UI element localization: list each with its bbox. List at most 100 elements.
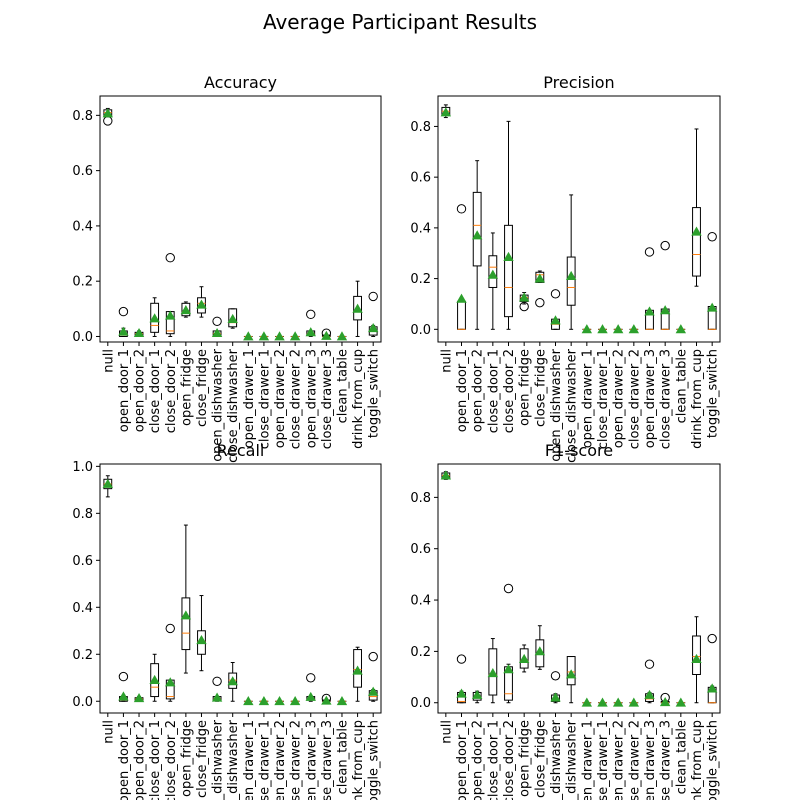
chart-f1-score: 0.0 0.2 0.4 0.6 0.8 null open_door_1 open_door_… <box>410 441 720 800</box>
box-open_fridge <box>180 301 192 318</box>
box-toggle_switch <box>706 633 718 704</box>
axes-frame <box>99 463 382 714</box>
mean-marker <box>534 273 546 283</box>
flier-point <box>519 301 529 312</box>
x-tick-label: drink_from_cup <box>690 349 705 449</box>
mean-marker <box>518 653 530 663</box>
box-close_drawer_3 <box>321 328 332 340</box>
x-tick-label: close_door_1 <box>148 720 163 800</box>
box-close_drawer_2 <box>628 697 640 707</box>
y-tick-label: 0.6 <box>72 554 93 569</box>
y-tick-label: 0.8 <box>72 109 93 124</box>
iqr-box <box>150 302 160 333</box>
box-close_fridge <box>196 286 207 318</box>
x-tick-label: close_door_1 <box>486 720 501 800</box>
x-tick-label: open_drawer_3 <box>643 720 658 800</box>
x-tick-label: open_drawer_1 <box>242 720 257 800</box>
y-tick-label: 0.6 <box>410 542 431 557</box>
flier-point <box>306 309 316 320</box>
iqr-box <box>519 648 529 669</box>
box-open_drawer_1 <box>581 697 593 707</box>
y-tick-label: 0.0 <box>410 696 431 711</box>
flier-point <box>456 204 467 214</box>
y-tick-label: 1.0 <box>72 460 93 475</box>
box-drink_from_cup <box>691 616 702 704</box>
iqr-box <box>504 224 513 318</box>
box-drink_from_cup <box>352 646 363 702</box>
x-tick-label: close_drawer_3 <box>659 349 674 449</box>
x-tick-label: open_drawer_3 <box>643 349 658 448</box>
x-tick-label: open_dishwasher <box>549 348 564 461</box>
mean-marker <box>102 478 114 488</box>
mean-marker <box>305 691 316 701</box>
x-tick-label: close_fridge <box>195 349 210 427</box>
iqr-box <box>228 672 238 689</box>
box-close_drawer_1 <box>597 697 608 707</box>
mean-marker <box>487 269 499 279</box>
x-tick-label: open_dishwasher <box>549 719 564 800</box>
mean-marker <box>336 331 348 341</box>
x-tick-label: open_drawer_2 <box>612 349 627 448</box>
mean-marker <box>227 676 238 686</box>
flier-point <box>306 673 316 683</box>
chart-precision: 0.0 0.2 0.4 0.6 0.8 null open_door_1 open_door_… <box>410 73 720 463</box>
flier-point <box>212 316 222 326</box>
axes-frame <box>99 95 382 343</box>
box-null <box>440 104 452 119</box>
box-toggle_switch <box>367 291 379 337</box>
iqr-box <box>353 649 362 688</box>
mean-marker <box>659 305 671 315</box>
mean-marker <box>258 331 270 341</box>
box-clean_table <box>336 696 348 706</box>
mean-marker <box>367 686 379 696</box>
mean-marker <box>581 324 593 334</box>
flier-point <box>550 289 561 299</box>
box-open_drawer_1 <box>243 331 254 341</box>
x-tick-label: drink_from_cup <box>690 720 705 800</box>
x-tick-label: open_door_2 <box>471 349 486 432</box>
mean-marker <box>227 313 238 323</box>
mean-marker <box>518 292 530 302</box>
x-tick-label: close_fridge <box>195 720 210 798</box>
box-null <box>102 107 114 126</box>
axes-frame <box>437 95 721 343</box>
x-tick-label: toggle_switch <box>706 349 721 438</box>
box-close_dishwasher <box>227 308 238 329</box>
box-close_door_1 <box>149 653 160 702</box>
box-close_drawer_3 <box>659 692 671 707</box>
x-tick-label: open_door_1 <box>117 349 132 432</box>
box-open_dishwasher <box>550 289 561 330</box>
box-open_door_1 <box>118 306 129 337</box>
box-close_door_2 <box>165 623 176 702</box>
mean-marker <box>675 324 687 334</box>
box-null <box>440 470 452 480</box>
iqr-box <box>181 302 191 317</box>
mean-marker <box>471 230 483 240</box>
x-tick-label: close_dishwasher <box>226 719 241 800</box>
x-tick-label: close_fridge <box>533 349 548 427</box>
mean-marker <box>133 693 145 703</box>
x-tick-label: close_drawer_1 <box>257 720 272 800</box>
mean-marker <box>644 689 655 699</box>
mean-marker <box>612 697 624 707</box>
mean-marker <box>487 668 499 678</box>
mean-marker <box>565 669 577 679</box>
y-tick-label: 0.4 <box>410 594 431 609</box>
box-open_door_1 <box>456 654 467 704</box>
box-toggle_switch <box>367 651 379 702</box>
x-tick-label: drink_from_cup <box>351 720 366 800</box>
x-tick-label: close_door_1 <box>486 349 501 433</box>
box-clean_table <box>675 324 687 334</box>
flier-point <box>707 232 717 242</box>
x-tick-label: toggle_switch <box>367 349 382 438</box>
iqr-box <box>488 648 498 696</box>
box-close_fridge <box>196 595 207 672</box>
mean-marker <box>628 697 640 707</box>
chart-accuracy: 0.0 0.2 0.4 0.6 0.8 null open_door_1 open_door_… <box>72 73 381 463</box>
box-open_drawer_2 <box>612 324 624 334</box>
x-tick-label: null <box>439 720 454 744</box>
mean-marker <box>165 310 176 320</box>
mean-marker <box>644 306 655 316</box>
box-open_fridge <box>518 644 530 673</box>
